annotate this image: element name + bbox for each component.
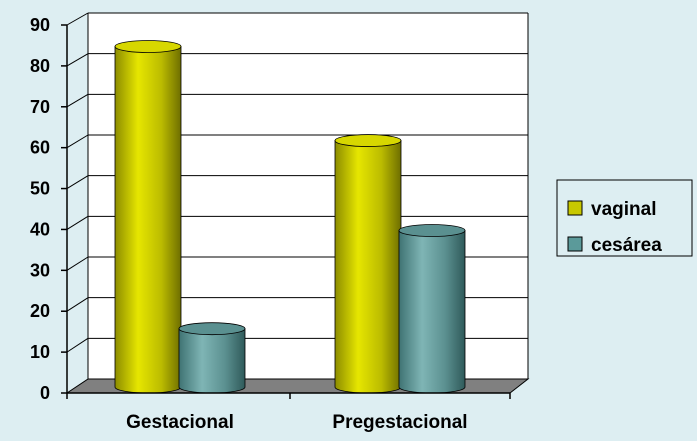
legend-label-vaginal: vaginal xyxy=(591,199,656,220)
bar-body xyxy=(114,46,182,394)
y-tick-label: 40 xyxy=(30,219,50,239)
y-tick-label: 60 xyxy=(30,138,50,158)
y-tick-label: 70 xyxy=(30,97,50,117)
y-tick-label: 30 xyxy=(30,260,50,280)
bar-cesarea-gestacional xyxy=(178,322,246,394)
legend-item-cesarea: cesárea xyxy=(567,235,662,256)
bars xyxy=(114,40,466,394)
x-tick-label: Pregestacional xyxy=(332,412,467,433)
y-tick-label: 80 xyxy=(30,56,50,76)
y-axis: 0 10 20 30 40 50 60 70 80 90 xyxy=(30,15,68,403)
bar-body xyxy=(178,328,246,394)
bar-top xyxy=(114,40,182,53)
bar-body xyxy=(398,230,466,394)
y-tick-label: 10 xyxy=(30,342,50,362)
bar-body xyxy=(334,140,402,394)
bar-vaginal-gestacional xyxy=(114,40,182,394)
x-tick-label: Gestacional xyxy=(126,412,234,433)
legend-label-cesarea: cesárea xyxy=(591,235,662,256)
y-tick-label: 50 xyxy=(30,179,50,199)
legend-item-vaginal: vaginal xyxy=(567,199,656,220)
bar-top xyxy=(178,322,246,336)
legend-swatch-vaginal xyxy=(567,200,583,216)
y-tick-label: 90 xyxy=(30,15,50,35)
bar-cesarea-pregestacional xyxy=(398,224,466,394)
bar-top xyxy=(398,224,466,237)
bar-top xyxy=(334,134,402,147)
x-axis: Gestacional Pregestacional xyxy=(66,392,511,433)
legend: vaginal cesárea xyxy=(556,179,693,257)
bar-vaginal-pregestacional xyxy=(334,134,402,394)
y-tick-label: 0 xyxy=(40,383,50,403)
legend-swatch-cesarea xyxy=(567,236,583,252)
y-tick-label: 20 xyxy=(30,301,50,321)
